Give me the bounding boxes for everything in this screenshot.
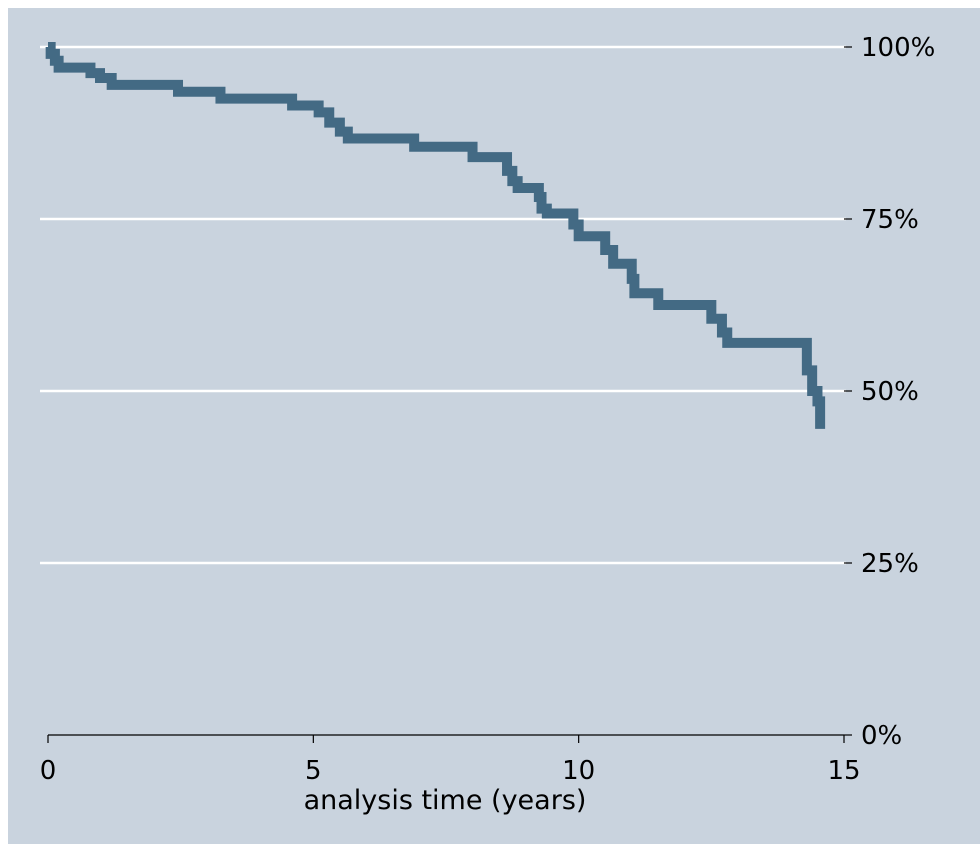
y-tick-label: 75% xyxy=(861,205,919,235)
y-axis: 0% 25% 50% 75% 100% xyxy=(844,33,935,751)
y-tick-label: 100% xyxy=(861,33,935,63)
x-tick-label: 5 xyxy=(305,756,322,786)
x-axis: 0 5 10 15 xyxy=(40,734,861,786)
x-tick-label: 0 xyxy=(40,756,57,786)
x-axis-title: analysis time (years) xyxy=(304,785,587,816)
gridlines xyxy=(40,45,846,565)
y-tick-label: 25% xyxy=(861,549,919,579)
x-tick-label: 15 xyxy=(827,756,860,786)
survival-step-line xyxy=(45,42,826,429)
y-tick-label: 0% xyxy=(861,721,902,751)
x-tick-label: 10 xyxy=(562,756,595,786)
y-tick-label: 50% xyxy=(861,377,919,407)
series-layer xyxy=(45,42,826,429)
chart-panel xyxy=(8,8,980,844)
